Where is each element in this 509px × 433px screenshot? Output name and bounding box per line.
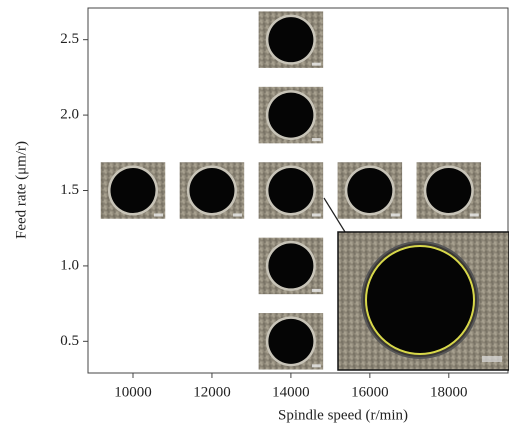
x-tick-label: 14000 <box>272 384 310 400</box>
micrograph-point <box>99 160 167 221</box>
scale-bar <box>469 213 479 217</box>
hole <box>110 168 156 213</box>
y-axis-label: Feed rate (μm/r) <box>13 141 29 239</box>
scale-bar <box>311 288 321 292</box>
micrograph-point <box>257 311 325 372</box>
micrograph-point <box>257 160 325 221</box>
hole <box>268 17 314 63</box>
zoom-inset <box>323 197 509 371</box>
y-tick-label: 2.5 <box>60 31 79 47</box>
x-tick-label: 18000 <box>430 384 468 400</box>
micrograph-point <box>415 160 483 221</box>
y-tick-label: 1.0 <box>60 257 79 273</box>
y-tick-label: 0.5 <box>60 333 79 349</box>
scale-bar <box>390 213 400 217</box>
micrograph-point <box>178 160 246 221</box>
hole <box>189 168 235 213</box>
y-tick-label: 1.5 <box>60 182 79 198</box>
micrograph-point <box>257 236 325 296</box>
x-tick-label: 16000 <box>351 384 389 400</box>
micrograph-point <box>336 160 404 221</box>
x-tick-label: 10000 <box>114 384 152 400</box>
scale-bar <box>154 213 163 217</box>
scale-bar <box>311 213 321 217</box>
hole <box>268 243 314 289</box>
y-tick-label: 2.0 <box>60 107 79 123</box>
scale-bar <box>311 364 321 368</box>
scale-bar <box>311 138 321 142</box>
scale-bar <box>311 62 321 66</box>
x-tick-label: 12000 <box>193 384 231 400</box>
hole <box>268 92 314 138</box>
hole <box>268 168 314 213</box>
hole <box>268 318 314 364</box>
micrograph-point <box>257 85 325 145</box>
hole <box>347 168 393 213</box>
x-axis-label: Spindle speed (r/min) <box>278 407 408 423</box>
hole <box>426 168 472 213</box>
micrograph-point <box>257 9 325 70</box>
scale-bar <box>232 213 242 217</box>
